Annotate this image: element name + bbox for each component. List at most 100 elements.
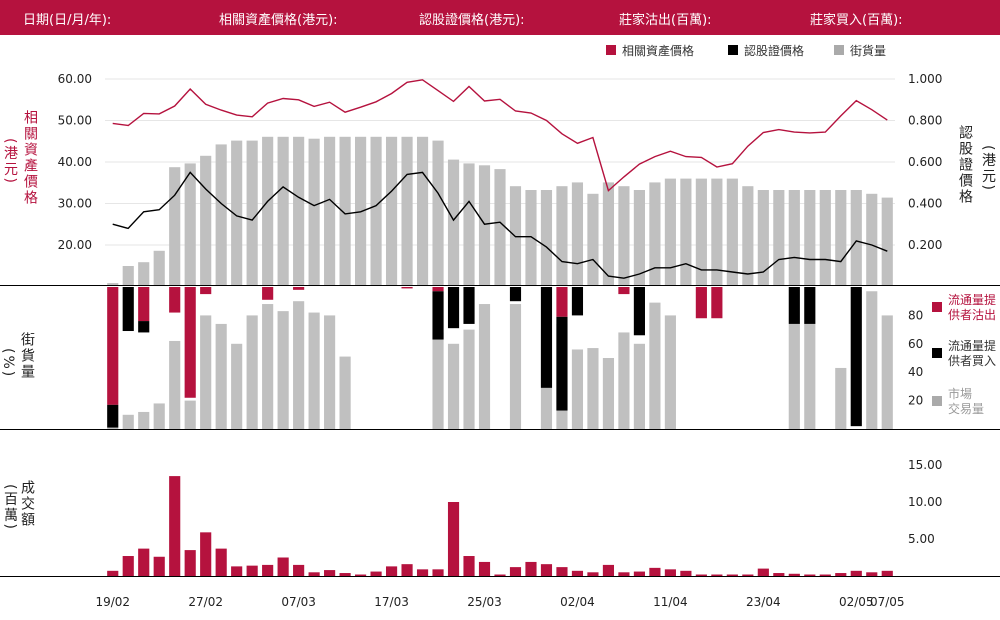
turnover-bar <box>215 548 227 576</box>
legend-swatch <box>932 348 942 358</box>
right-tick-label: 1.000 <box>908 72 942 86</box>
outstanding-bar <box>757 190 769 285</box>
turnover-bar <box>138 548 150 576</box>
outstanding-bar <box>447 159 460 285</box>
right-tick-label: 0.400 <box>908 197 942 211</box>
outstanding-bar <box>742 186 754 285</box>
left-top-axis-label: 相關資產價格 <box>22 110 38 206</box>
market-volume-bar <box>866 291 878 429</box>
lp-sell-bar <box>107 287 119 405</box>
turnover-bar <box>184 550 196 576</box>
turnover-bar <box>370 571 382 576</box>
legend-swatch <box>606 45 616 55</box>
market-volume-bar <box>122 414 134 429</box>
outstanding-bar <box>184 163 196 285</box>
legend-label: 街貨量 <box>850 43 886 58</box>
turnover-bar <box>355 574 367 576</box>
outstanding-bar <box>463 163 475 285</box>
lp-buy-bar <box>788 287 800 324</box>
outstanding-bar <box>773 190 785 285</box>
lp-sell-bar <box>262 287 274 300</box>
underlying-price-label: 相關資產價格(港元): <box>219 13 338 28</box>
outstanding-bar <box>633 190 645 285</box>
legend-label: 相關資產價格 <box>622 43 694 58</box>
market-volume-bar <box>804 323 816 429</box>
outstanding-bar <box>231 140 243 285</box>
turnover-bar <box>819 574 831 576</box>
outstanding-bar <box>509 186 522 285</box>
bottom-tick-label: 10.00 <box>908 495 942 509</box>
outstanding-bar <box>711 178 723 285</box>
bottom-tick-label: 5.00 <box>908 532 935 546</box>
bottom-tick-label: 15.00 <box>908 458 942 472</box>
turnover-bar <box>277 557 289 576</box>
lp-buy-bar <box>138 321 150 333</box>
market-volume-bar <box>432 332 444 429</box>
market-volume-bar <box>509 304 522 429</box>
turnover-bar <box>742 574 754 576</box>
legend-label: 市場 <box>948 386 972 401</box>
turnover-bar <box>494 574 506 576</box>
right-top-axis-label: 認股證價格 <box>957 125 973 205</box>
outstanding-bar <box>602 182 615 285</box>
mid-tick-label: 80 <box>908 308 923 322</box>
turnover-bar <box>540 564 553 576</box>
outstanding-bar <box>277 136 289 285</box>
x-tick-label: 27/02 <box>188 595 223 609</box>
turnover-bar <box>416 569 429 576</box>
outstanding-bar <box>478 165 491 285</box>
mid-tick-label: 20 <box>908 394 923 408</box>
lp-sell-bar <box>200 287 212 295</box>
turnover-bar <box>804 574 816 576</box>
right-top-axis-unit: (港元) <box>980 145 996 192</box>
x-tick-label: 19/02 <box>95 595 130 609</box>
outstanding-bar <box>200 155 212 285</box>
turnover-bar <box>757 568 769 576</box>
warrant-price-label: 認股證價格(港元): <box>419 13 525 28</box>
lp-buy-bar <box>633 287 645 336</box>
turnover-bar <box>262 564 274 576</box>
outstanding-bar <box>324 136 336 285</box>
right-tick-label: 0.200 <box>908 238 942 252</box>
lp-sell-bar <box>556 287 568 317</box>
lp-sell-bar <box>293 287 305 290</box>
outstanding-bar <box>339 136 351 285</box>
turnover-bar <box>633 571 645 576</box>
turnover-bar <box>246 565 258 576</box>
turnover-bar <box>293 564 305 576</box>
turnover-bar <box>649 567 661 576</box>
underlying-price-line <box>112 79 888 192</box>
x-tick-label: 23/04 <box>746 595 781 609</box>
lp-buy-bar <box>571 287 584 316</box>
market-volume-bar <box>633 343 645 429</box>
turnover-bar <box>618 572 630 576</box>
left-tick-label: 50.00 <box>58 114 92 128</box>
turnover-bar <box>153 556 165 576</box>
market-volume-bar <box>618 332 630 429</box>
right-tick-label: 0.600 <box>908 155 942 169</box>
turnover-bar <box>680 570 692 576</box>
turnover-bar <box>664 569 676 576</box>
market-volume-bar <box>587 348 599 429</box>
lp-buy-bar <box>540 287 553 388</box>
turnover-bar <box>695 574 707 576</box>
market-volume-bar <box>447 343 460 429</box>
legend-label: 交易量 <box>948 401 984 416</box>
turnover-bar <box>556 567 568 576</box>
outstanding-bar <box>293 136 305 285</box>
turnover-bar <box>571 570 584 576</box>
market-volume-bar <box>215 323 227 429</box>
market-volume-bar <box>169 340 181 429</box>
turnover-bar <box>711 574 723 576</box>
market-volume-bar <box>881 315 893 429</box>
lp-buy-bar <box>107 404 119 428</box>
outstanding-bar <box>726 178 738 285</box>
lp-sell-bar <box>169 287 181 313</box>
legend-swatch <box>834 45 844 55</box>
turnover-bar <box>324 570 336 576</box>
turnover-bar <box>200 532 212 576</box>
market-volume-bar <box>664 315 676 429</box>
outstanding-bar <box>649 182 661 285</box>
outstanding-bar <box>416 136 429 285</box>
